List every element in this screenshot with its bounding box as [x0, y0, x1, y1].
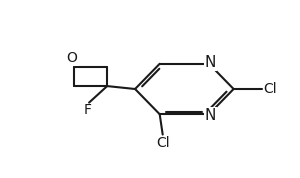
Text: N: N [205, 108, 216, 123]
Text: F: F [84, 103, 92, 117]
Text: O: O [67, 51, 77, 65]
Text: Cl: Cl [156, 136, 169, 150]
Text: N: N [205, 55, 216, 70]
Text: Cl: Cl [263, 82, 277, 96]
